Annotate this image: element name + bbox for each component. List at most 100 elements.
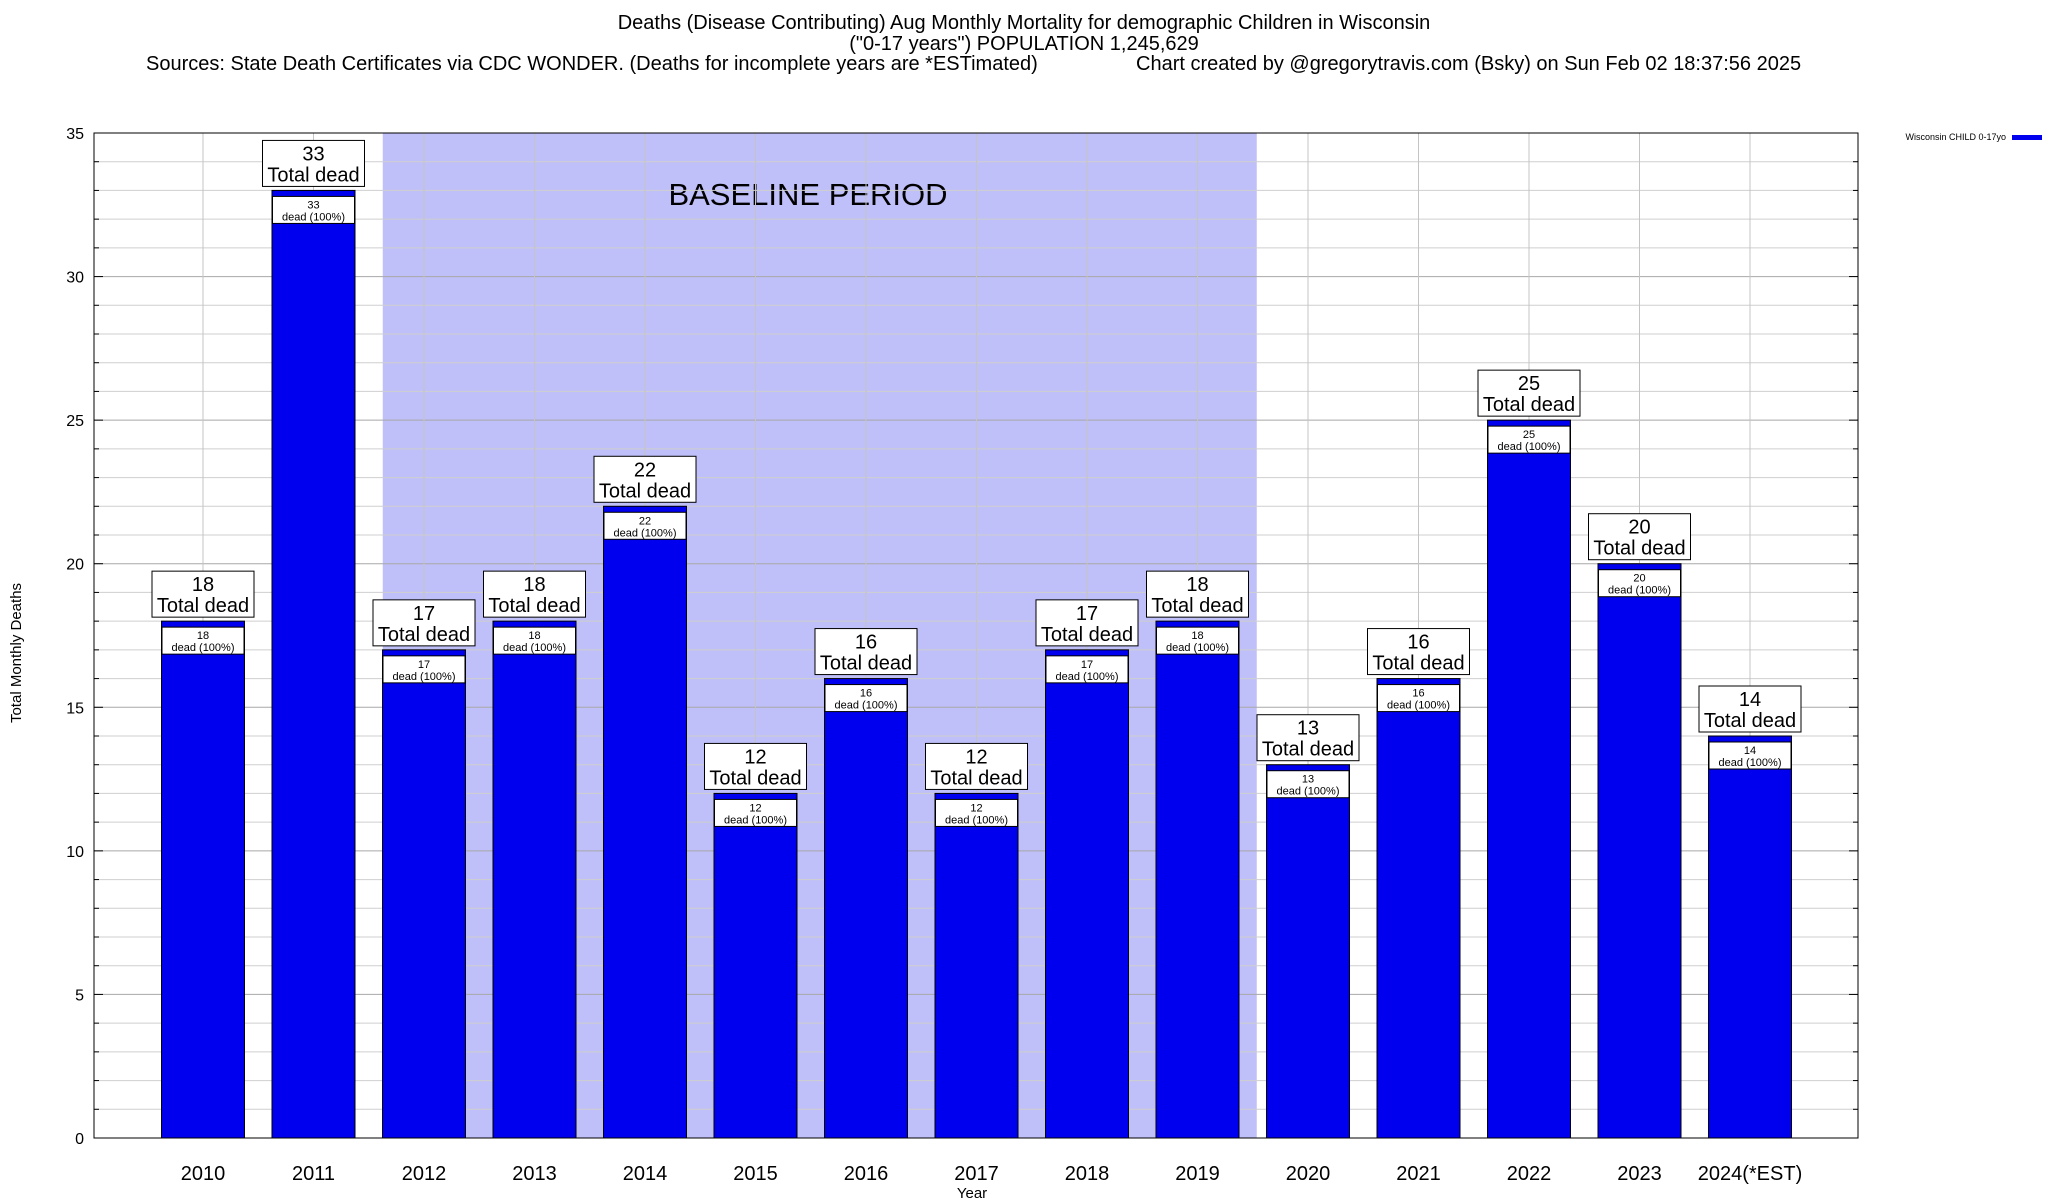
total-label-text: Total dead (820, 653, 912, 675)
x-tick-label: 2023 (1617, 1163, 1662, 1185)
total-label-box (814, 628, 918, 676)
total-label-value: 17 (413, 603, 435, 625)
x-tick-label: 2022 (1507, 1163, 1552, 1185)
total-label-box (1256, 714, 1360, 762)
inner-label-box (161, 626, 245, 655)
total-label-text: Total dead (1704, 710, 1796, 732)
x-axis-label: Year (957, 1185, 987, 1200)
inner-label-text: dead (100%) (1719, 757, 1782, 769)
chart-subtitle: ("0-17 years") POPULATION 1,245,629 (849, 33, 1199, 55)
inner-label-box (1598, 569, 1681, 598)
inner-label-box (1045, 655, 1129, 684)
bar (824, 678, 908, 1139)
bar (492, 620, 577, 1139)
x-tick-label: 2013 (512, 1163, 557, 1185)
bar (271, 189, 356, 1139)
y-tick-label: 25 (66, 413, 84, 430)
legend-label: Wisconsin CHILD 0-17yo (1905, 132, 2006, 142)
total-label-value: 18 (192, 574, 214, 596)
bar (161, 620, 245, 1139)
plot-frame (93, 132, 1859, 1139)
inner-label-box (1266, 770, 1350, 799)
total-label-box (483, 570, 586, 618)
total-label-text: Total dead (930, 767, 1022, 789)
inner-label-box (382, 655, 466, 684)
bar (603, 505, 687, 1139)
inner-label-value: 18 (1191, 630, 1203, 642)
inner-label-text: dead (100%) (724, 814, 787, 826)
inner-label-value: 12 (749, 802, 761, 814)
inner-label-value: 16 (860, 688, 872, 700)
chart-sources: Sources: State Death Certificates via CD… (146, 53, 1038, 75)
total-label-box (1146, 570, 1249, 618)
total-label-value: 20 (1628, 517, 1650, 539)
x-tick-label: 2015 (733, 1163, 778, 1185)
y-tick-label: 0 (75, 1131, 84, 1148)
inner-label-value: 25 (1523, 429, 1535, 441)
inner-label-value: 13 (1302, 774, 1314, 786)
total-label-value: 18 (1186, 574, 1208, 596)
x-tick-label: 2024(*EST) (1698, 1163, 1803, 1185)
inner-label-box (1708, 741, 1792, 770)
inner-label-value: 14 (1744, 745, 1756, 757)
inner-label-text: dead (100%) (393, 671, 456, 683)
baseline-period-label: BASELINE PERIOD (668, 177, 947, 212)
x-tick-label: 2019 (1175, 1163, 1220, 1185)
inner-label-box (824, 684, 908, 713)
inner-label-text: dead (100%) (945, 814, 1008, 826)
y-tick-label: 5 (75, 987, 84, 1004)
total-label-value: 16 (855, 632, 877, 654)
y-tick-label: 35 (66, 126, 84, 143)
total-label-text: Total dead (1372, 653, 1464, 675)
bar (1045, 649, 1129, 1139)
y-tick-label: 20 (66, 557, 84, 574)
legend-swatch (2012, 135, 2042, 140)
total-label-value: 18 (523, 574, 545, 596)
total-label-text: Total dead (1041, 624, 1133, 646)
total-label-box (151, 570, 255, 618)
total-label-text: Total dead (157, 595, 249, 617)
inner-label-text: dead (100%) (1387, 700, 1450, 712)
total-label-box (704, 742, 807, 790)
inner-label-text: dead (100%) (1277, 786, 1340, 798)
x-tick-label: 2016 (844, 1163, 889, 1185)
bar (1155, 620, 1240, 1139)
total-label-text: Total dead (1151, 595, 1243, 617)
inner-label-box (714, 798, 797, 827)
inner-label-text: dead (100%) (1608, 585, 1671, 597)
inner-label-box (1377, 684, 1460, 713)
inner-label-box (493, 626, 576, 655)
total-label-text: Total dead (1262, 739, 1354, 761)
bar (1376, 678, 1461, 1139)
bar (382, 649, 466, 1139)
x-tick-label: 2012 (402, 1163, 447, 1185)
bar (1487, 419, 1571, 1139)
y-tick-label: 30 (66, 270, 84, 287)
total-label-value: 22 (634, 459, 656, 481)
total-label-box (1477, 369, 1581, 417)
inner-label-text: dead (100%) (172, 642, 235, 654)
bar (1266, 764, 1350, 1139)
total-label-value: 25 (1518, 373, 1540, 395)
total-label-box (262, 139, 365, 187)
inner-label-box (935, 798, 1018, 827)
inner-label-box (603, 511, 687, 540)
total-label-text: Total dead (1483, 394, 1575, 416)
total-label-text: Total dead (378, 624, 470, 646)
y-axis-label: Total Monthly Deaths (8, 583, 25, 723)
total-label-box (1588, 513, 1691, 561)
total-label-text: Total dead (267, 164, 359, 186)
chart-credit: Chart created by @gregorytravis.com (Bsk… (1136, 53, 1802, 75)
inner-label-text: dead (100%) (835, 700, 898, 712)
inner-label-value: 16 (1412, 688, 1424, 700)
inner-label-text: dead (100%) (503, 642, 566, 654)
inner-label-value: 12 (970, 802, 982, 814)
inner-label-text: dead (100%) (282, 211, 345, 223)
inner-label-value: 17 (418, 659, 430, 671)
inner-label-value: 22 (639, 515, 651, 527)
total-label-text: Total dead (709, 767, 801, 789)
total-label-value: 14 (1739, 689, 1761, 711)
inner-label-text: dead (100%) (614, 527, 677, 539)
x-tick-label: 2014 (623, 1163, 668, 1185)
